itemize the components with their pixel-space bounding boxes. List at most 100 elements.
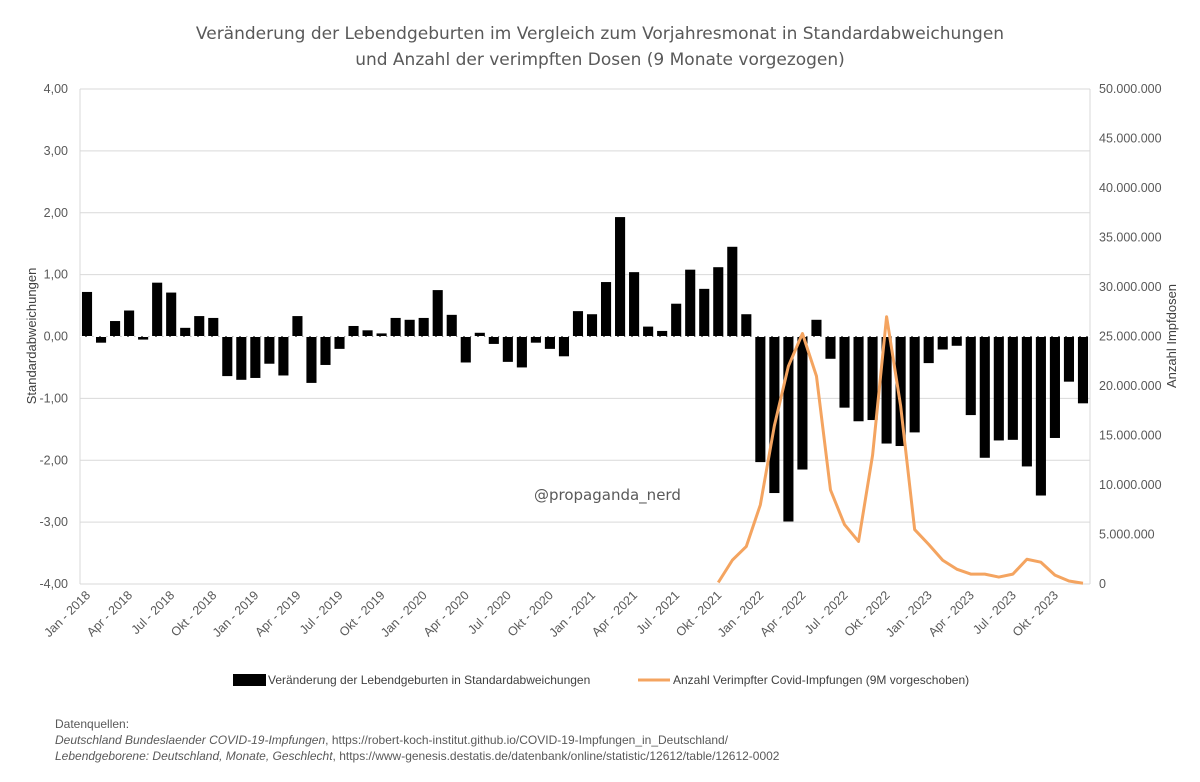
bar: [348, 325, 359, 337]
bar: [474, 332, 485, 337]
source-line-2: Lebendgeborene: Deutschland, Monate, Ges…: [55, 748, 779, 764]
bar: [250, 336, 261, 378]
bar: [937, 336, 948, 350]
legend: Veränderung der Lebendgeburten in Standa…: [233, 673, 969, 687]
bar: [951, 336, 962, 346]
bar: [81, 291, 93, 337]
source-1-name: Deutschland Bundeslaender COVID-19-Impfu…: [55, 733, 326, 747]
y-right-tick-label: 45.000.000: [1099, 132, 1162, 146]
bar: [685, 269, 696, 337]
bar: [1035, 336, 1046, 496]
bar: [138, 336, 149, 340]
y-left-tick-label: 0,00: [44, 330, 68, 344]
bar: [1007, 336, 1018, 440]
x-tick-label: Apr - 2022: [757, 588, 808, 639]
y-axis-right-label: Anzahl Impfdosen: [1164, 284, 1179, 388]
bar: [516, 336, 527, 368]
bar: [1063, 336, 1075, 382]
bar: [867, 336, 878, 421]
vaccination-line: [716, 315, 1084, 585]
bar: [152, 282, 163, 337]
bar: [965, 336, 976, 416]
chart-title-line2: und Anzahl der verimpften Dosen (9 Monat…: [355, 50, 845, 70]
bar: [825, 336, 836, 359]
y-right-tick-label: 40.000.000: [1099, 181, 1162, 195]
bar: [110, 321, 121, 337]
x-tick-label: Apr - 2020: [421, 588, 472, 639]
bar: [432, 290, 443, 337]
bar: [979, 336, 990, 458]
bar: [1077, 336, 1089, 404]
bar: [278, 336, 289, 376]
x-tick-label: Okt - 2023: [1010, 588, 1061, 639]
bar: [1049, 336, 1060, 438]
y-axis-right-ticks: 50.000.000 45.000.000 40.000.000 35.000.000…: [1099, 82, 1162, 591]
y-axis-left-label: Standardabweichungen: [24, 268, 39, 405]
bar: [544, 336, 555, 349]
y-right-tick-label: 35.000.000: [1099, 231, 1162, 245]
y-left-tick-label: 1,00: [44, 268, 68, 282]
y-left-tick-label: -1,00: [40, 391, 69, 405]
y-left-tick-label: -4,00: [40, 577, 69, 591]
bar: [530, 336, 541, 343]
bar: [657, 330, 668, 337]
y-left-tick-label: 3,00: [44, 144, 68, 158]
source-line-1: Deutschland Bundeslaender COVID-19-Impfu…: [55, 732, 779, 748]
bar: [600, 282, 612, 337]
bar: [755, 336, 766, 463]
sources-heading: Datenquellen:: [55, 717, 130, 731]
bar: [222, 336, 233, 377]
bar: [615, 217, 626, 337]
legend-bar-label: Veränderung der Lebendgeburten in Standa…: [268, 673, 590, 687]
bar: [236, 336, 247, 380]
y-left-tick-label: -2,00: [40, 453, 69, 467]
bar: [292, 316, 303, 337]
bar: [769, 336, 780, 494]
y-left-tick-label: 2,00: [44, 206, 68, 220]
bar: [306, 336, 317, 383]
bar: [839, 336, 850, 408]
bar: [180, 327, 191, 337]
bar: [488, 336, 499, 344]
bar: [460, 336, 471, 363]
bar: [166, 292, 177, 337]
y-right-tick-label: 30.000.000: [1099, 280, 1162, 294]
data-sources: Datenquellen: Deutschland Bundeslaender …: [55, 716, 779, 764]
x-tick-label: Apr - 2018: [84, 588, 135, 639]
bar: [264, 336, 275, 364]
bar: [334, 336, 345, 349]
bar: [446, 314, 457, 337]
y-right-tick-label: 20.000.000: [1099, 379, 1162, 393]
bar: [671, 303, 682, 337]
watermark: @propaganda_nerd: [534, 486, 681, 505]
bar: [713, 267, 724, 337]
legend-bar-swatch: [233, 674, 266, 686]
source-2-url: , https://www-genesis.destatis.de/datenb…: [332, 749, 780, 763]
bar: [881, 336, 892, 444]
bar: [895, 336, 906, 447]
bar: [572, 311, 584, 337]
bar: [95, 336, 107, 343]
bar: [853, 336, 864, 422]
y-axis-left-ticks: 4,00 3,00 2,00 1,00 0,00 -1,00 -2,00 -3,00 -4,00: [40, 82, 69, 591]
y-right-tick-label: 0: [1099, 577, 1106, 591]
bar: [741, 314, 752, 337]
bar: [390, 317, 401, 337]
x-tick-label: Apr - 2023: [926, 588, 977, 639]
bar: [194, 316, 205, 337]
y-right-tick-label: 25.000.000: [1099, 330, 1162, 344]
bar: [923, 336, 934, 364]
bar: [699, 288, 710, 337]
y-left-tick-label: -3,00: [40, 515, 69, 529]
bar: [502, 336, 513, 362]
source-1-url: , https://robert-koch-institut.github.io…: [325, 733, 729, 747]
bar: [1021, 336, 1032, 467]
bar: [124, 310, 135, 337]
x-tick-label: Apr - 2019: [252, 588, 303, 639]
y-right-tick-label: 5.000.000: [1099, 528, 1155, 542]
chart-title-line1: Veränderung der Lebendgeburten im Vergle…: [196, 24, 1004, 44]
bar: [783, 336, 794, 522]
bar: [727, 246, 738, 337]
